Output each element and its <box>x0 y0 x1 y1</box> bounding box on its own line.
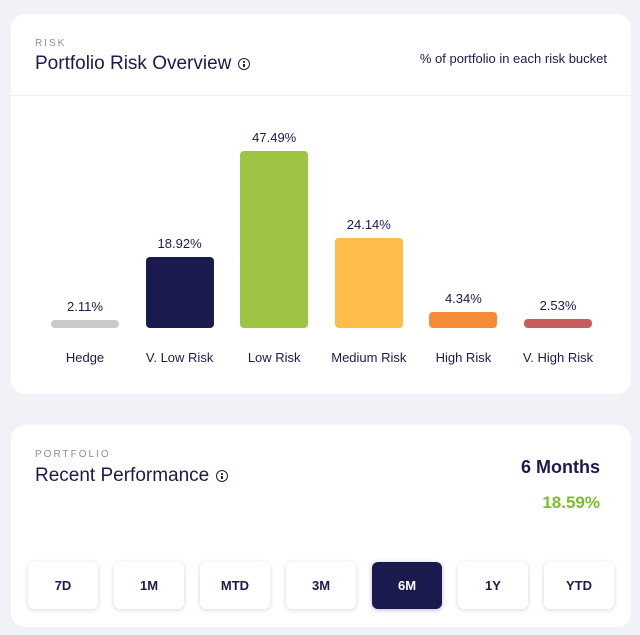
risk-title: Portfolio Risk Overview <box>35 53 251 75</box>
period-button-mtd[interactable]: MTD <box>200 562 270 609</box>
bar-value-label: 24.14% <box>346 217 391 233</box>
bar-hedge <box>51 320 119 328</box>
risk-eyebrow: RISK <box>35 38 67 49</box>
bar-value-label: 18.92% <box>157 236 202 252</box>
period-button-7d[interactable]: 7D <box>28 562 98 609</box>
category-label: Medium Risk <box>331 350 407 365</box>
bar-value-label: 4.34% <box>444 290 482 306</box>
bar-value-label: 2.11% <box>67 299 103 314</box>
period-button-3m[interactable]: 3M <box>286 562 356 609</box>
period-button-6m[interactable]: 6M <box>372 562 442 609</box>
risk-header-divider <box>11 95 631 96</box>
bar-low-risk <box>240 151 309 328</box>
risk-overview-card: RISK Portfolio Risk Overview % of portfo… <box>11 14 631 394</box>
category-label: V. Low Risk <box>145 350 214 365</box>
category-label: V. High Risk <box>522 350 594 365</box>
performance-title: Recent Performance <box>35 465 229 487</box>
bar-high-risk <box>429 311 498 328</box>
info-icon[interactable] <box>216 470 229 482</box>
period-button-ytd[interactable]: YTD <box>544 562 614 609</box>
bar-value-label: 47.49% <box>252 130 297 145</box>
category-label: Hedge <box>65 350 105 365</box>
info-icon[interactable] <box>238 58 251 70</box>
period-return: 18.59% <box>542 493 600 512</box>
category-label: Low Risk <box>247 350 301 365</box>
bar-v-high-risk <box>524 318 592 328</box>
risk-title-text: Portfolio Risk Overview <box>35 53 232 74</box>
risk-bar-chart: 2.11% Hedge 18.92% V. Low Risk 47.49% Low Ris… <box>11 14 631 394</box>
performance-title-text: Recent Performance <box>35 465 210 486</box>
category-label: High Risk <box>435 350 492 365</box>
period-button-1m[interactable]: 1M <box>114 562 184 609</box>
period-button-1y[interactable]: 1Y <box>458 562 528 609</box>
performance-eyebrow: PORTFOLIO <box>35 449 111 460</box>
risk-subtitle: % of portfolio in each risk bucket <box>419 51 607 66</box>
recent-performance-card: PORTFOLIO Recent Performance 6 Months 18… <box>11 425 631 627</box>
bar-medium-risk <box>334 238 403 328</box>
bar-v-low-risk <box>145 257 214 328</box>
bar-value-label: 2.53% <box>539 297 577 313</box>
period-label: 6 Months <box>521 457 600 477</box>
